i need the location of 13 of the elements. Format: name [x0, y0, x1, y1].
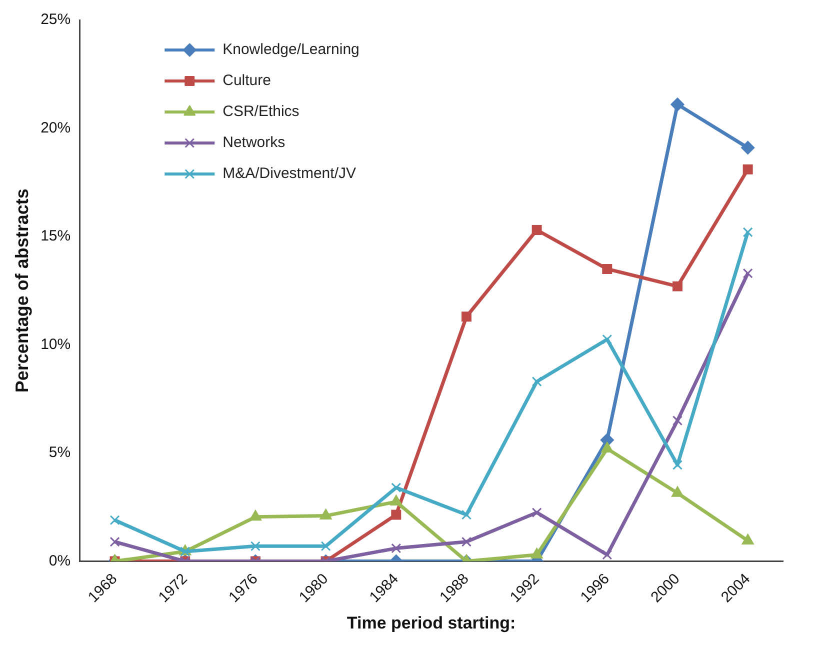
legend-label: Culture	[222, 72, 271, 90]
y-tick-label: 0%	[48, 552, 71, 570]
y-tick-label: 15%	[40, 228, 71, 245]
y-tick-label: 25%	[40, 11, 71, 28]
y-tick-label: 10%	[40, 336, 71, 353]
legend-label: Knowledge/Learning	[222, 41, 360, 58]
legend-label: Networks	[222, 134, 286, 152]
x-axis-title: Time period starting:	[346, 613, 516, 632]
y-tick-label: 5%	[48, 444, 71, 462]
legend-label: CSR/Ethics	[222, 103, 300, 120]
y-tick-label: 20%	[40, 119, 71, 136]
legend-label: M&A/Divestment/JV	[222, 165, 356, 182]
y-axis-title: Percentage of abstracts	[12, 188, 32, 393]
